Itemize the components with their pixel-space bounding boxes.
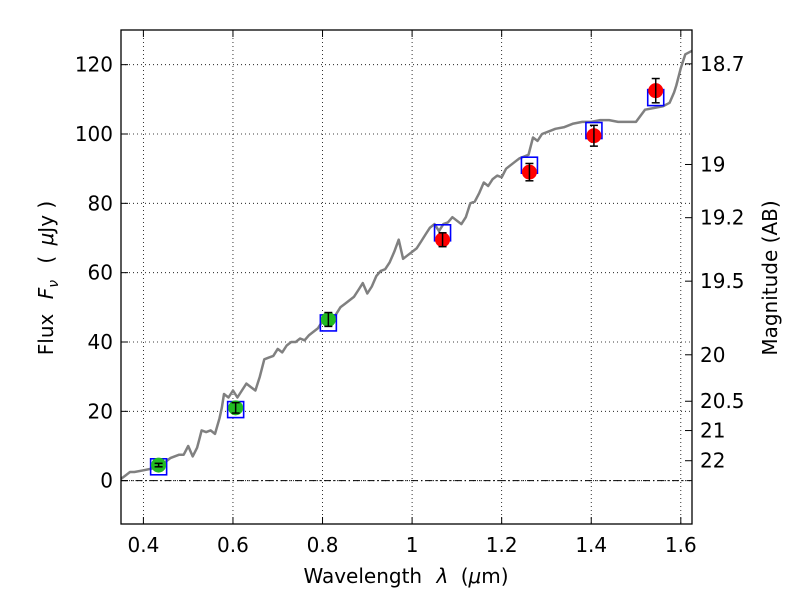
- magnitude-tick-labels: 18.7 19 19.2 19.5 20 20.5 21 22: [700, 52, 745, 473]
- y-tick-label: 100: [75, 122, 113, 146]
- axis-ticks: [121, 30, 692, 524]
- model-photometry-markers: [149, 88, 665, 476]
- observed-photometry-markers: [151, 77, 664, 473]
- x-tick-label: 1: [406, 533, 419, 557]
- magnitude-tick-label: 19: [700, 152, 725, 176]
- y-tick-label: 20: [88, 399, 113, 423]
- grid: [121, 30, 692, 524]
- x-tick-label: 0.6: [217, 533, 249, 557]
- y-tick-labels: 0 20 40 60 80 100 120: [75, 53, 113, 493]
- magnitude-tick-label: 19.2: [700, 206, 745, 230]
- model-spectrum: [120, 49, 693, 480]
- x-tick-label: 0.8: [307, 533, 339, 557]
- y-tick-label: 40: [88, 330, 113, 354]
- x-tick-label: 1.4: [575, 533, 607, 557]
- magnitude-tick-label: 19.5: [700, 269, 745, 293]
- y-axis-title: Flux Fν ( μJy ): [34, 201, 63, 355]
- x-tick-labels: 0.4 0.6 0.8 1 1.2 1.4 1.6: [127, 533, 696, 557]
- y-tick-label: 80: [88, 191, 113, 215]
- y-tick-label: 120: [75, 53, 113, 77]
- y-tick-label: 0: [100, 469, 113, 493]
- magnitude-tick-label: 21: [700, 419, 725, 443]
- x-tick-label: 0.4: [127, 533, 159, 557]
- x-axis-title: Wavelength λ (μm): [303, 564, 508, 588]
- magnitude-axis-title: Magnitude (AB): [758, 200, 782, 355]
- y-tick-label: 60: [88, 261, 113, 285]
- x-tick-label: 1.6: [665, 533, 697, 557]
- magnitude-tick-label: 20.5: [700, 389, 745, 413]
- magnitude-tick-label: 20: [700, 343, 725, 367]
- magnitude-tick-label: 18.7: [700, 52, 745, 76]
- model-spectrum-line: [120, 49, 693, 480]
- x-tick-label: 1.2: [486, 533, 518, 557]
- plot-frame: [120, 29, 693, 525]
- magnitude-tick-label: 22: [700, 449, 725, 473]
